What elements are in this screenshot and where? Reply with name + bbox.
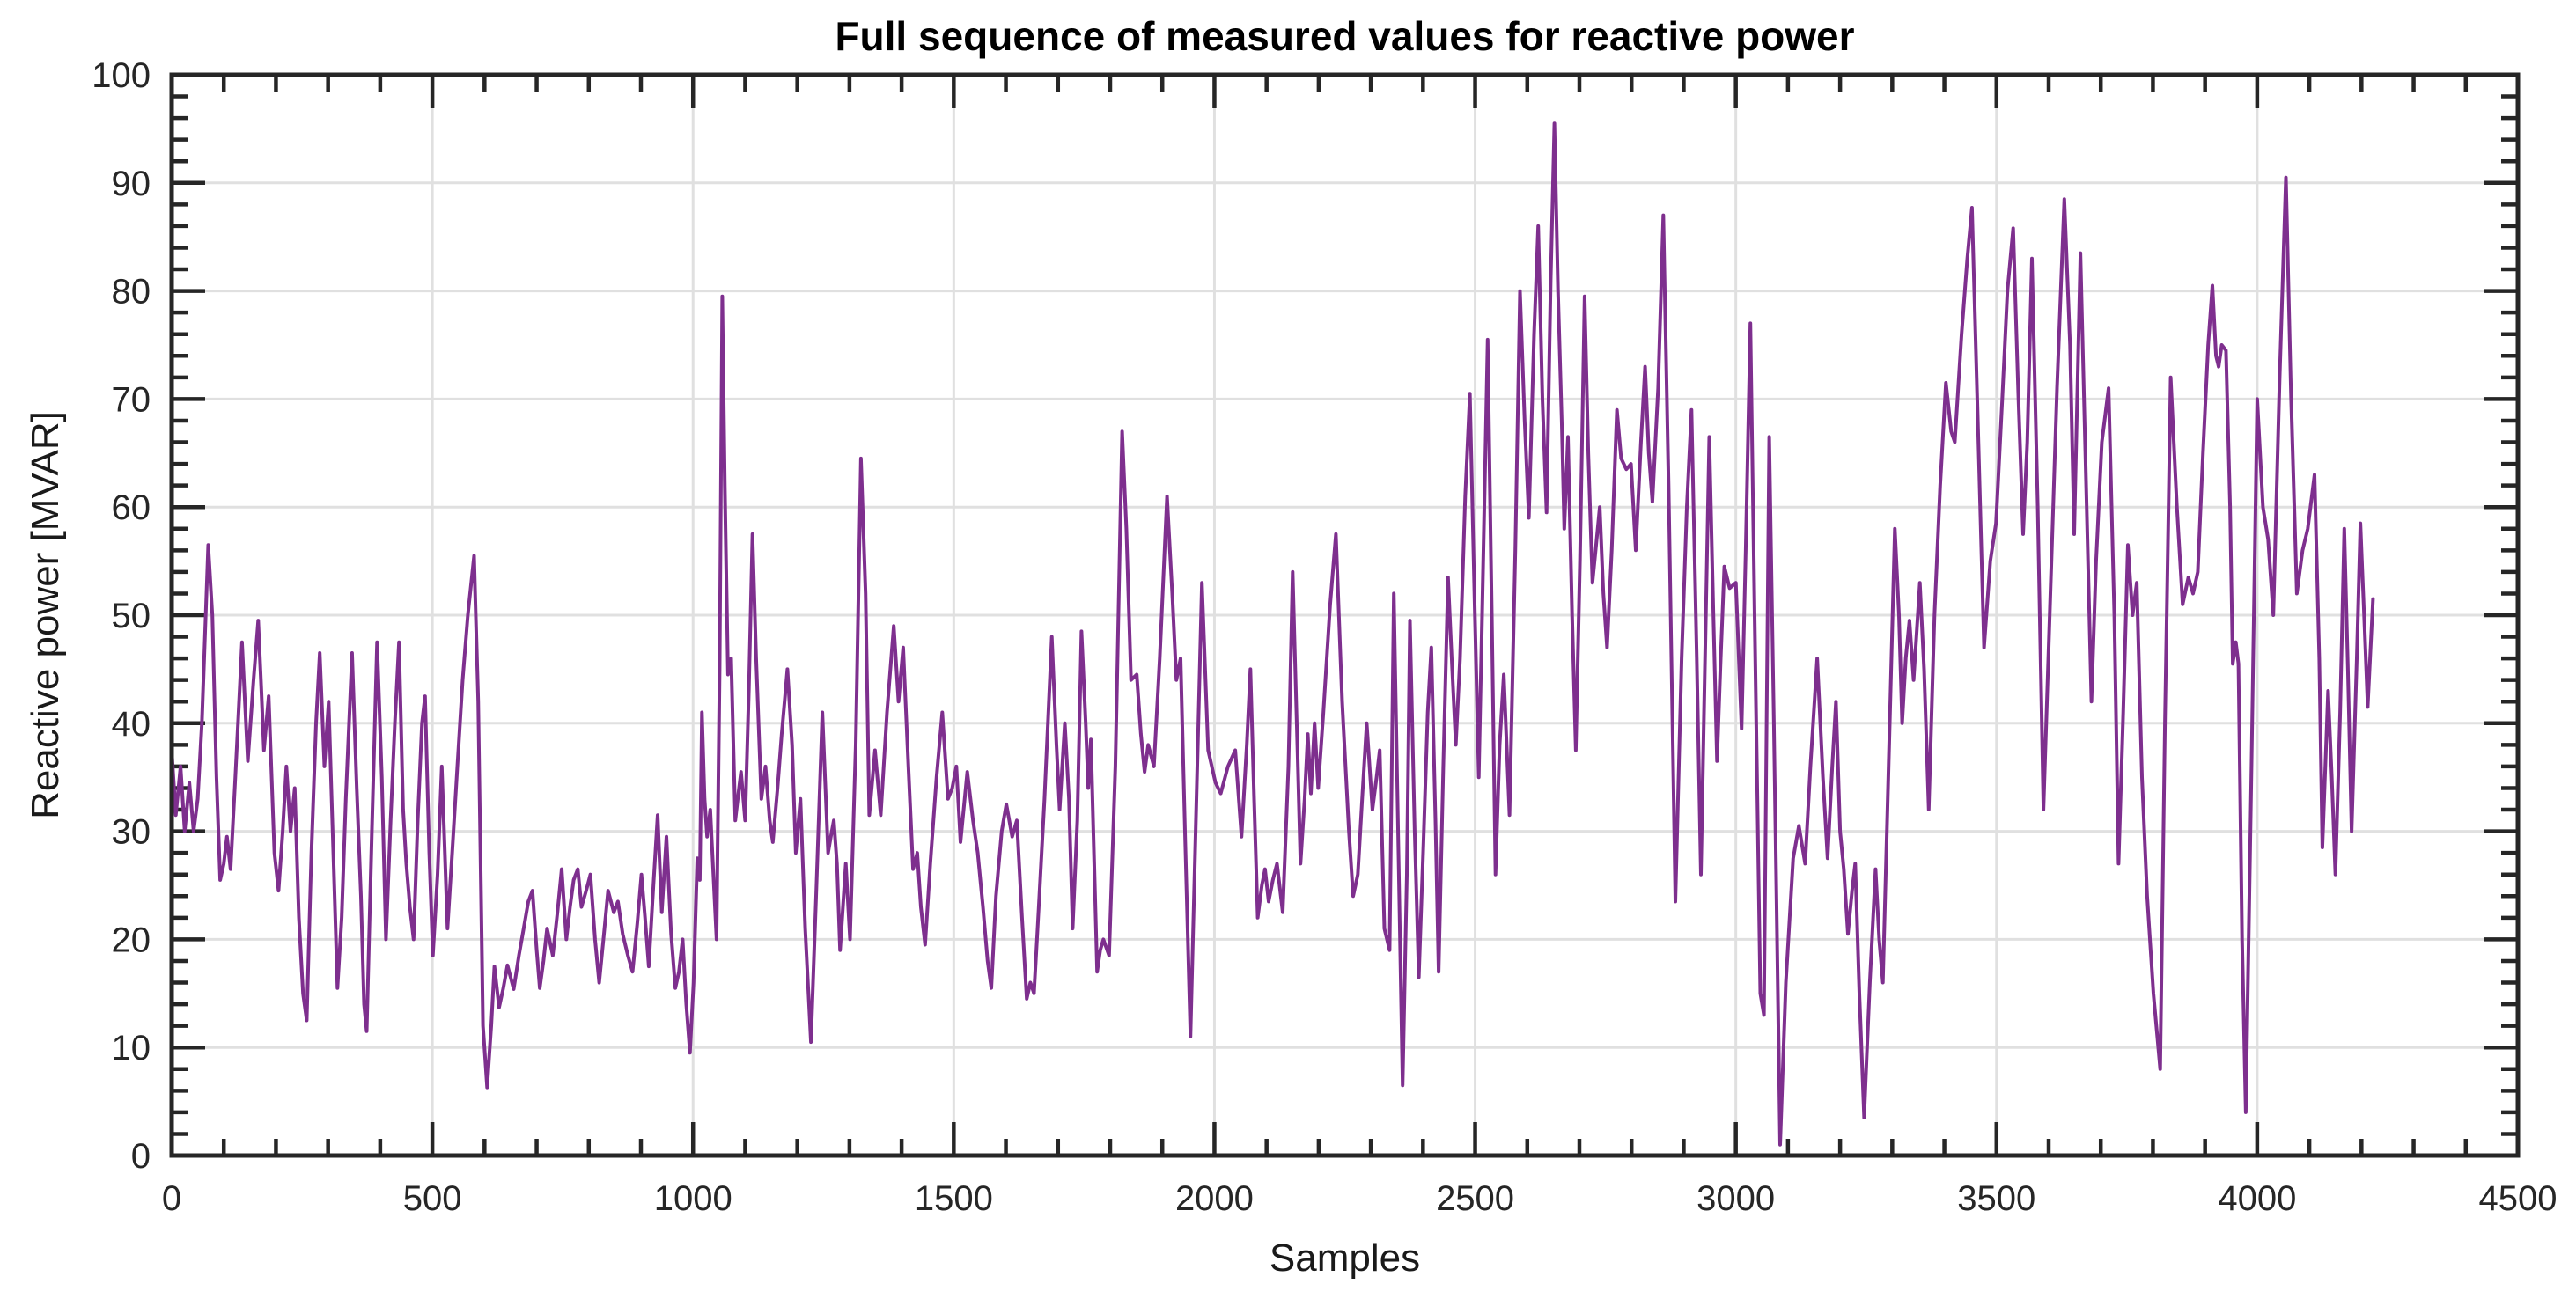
- chart-title: Full sequence of measured values for rea…: [835, 13, 1855, 59]
- y-tick-label: 50: [112, 597, 151, 635]
- y-axis-label: Reactive power [MVAR]: [24, 411, 67, 819]
- x-tick-label: 1000: [654, 1179, 732, 1218]
- x-tick-label: 3500: [1957, 1179, 2035, 1218]
- x-tick-label: 4000: [2218, 1179, 2296, 1218]
- y-tick-label: 80: [112, 273, 151, 312]
- y-tick-label: 20: [112, 921, 151, 959]
- x-tick-label: 2000: [1175, 1179, 1254, 1218]
- x-tick-label: 2500: [1436, 1179, 1514, 1218]
- x-tick-label: 4500: [2479, 1179, 2558, 1218]
- y-tick-label: 60: [112, 488, 151, 527]
- x-tick-label: 3000: [1696, 1179, 1775, 1218]
- x-tick-label: 1500: [915, 1179, 993, 1218]
- x-axis-label: Samples: [1269, 1236, 1421, 1280]
- y-tick-label: 70: [112, 380, 151, 419]
- y-tick-label: 0: [131, 1137, 151, 1176]
- plot-box: [169, 72, 2521, 1158]
- y-tick-label: 100: [92, 56, 151, 95]
- x-tick-label: 0: [162, 1179, 181, 1218]
- y-tick-label: 40: [112, 705, 151, 744]
- y-tick-label: 10: [112, 1029, 151, 1068]
- series-line: [170, 121, 2375, 1147]
- y-tick-label: 90: [112, 165, 151, 203]
- x-tick-label: 500: [403, 1179, 462, 1218]
- y-tick-label: 30: [112, 813, 151, 852]
